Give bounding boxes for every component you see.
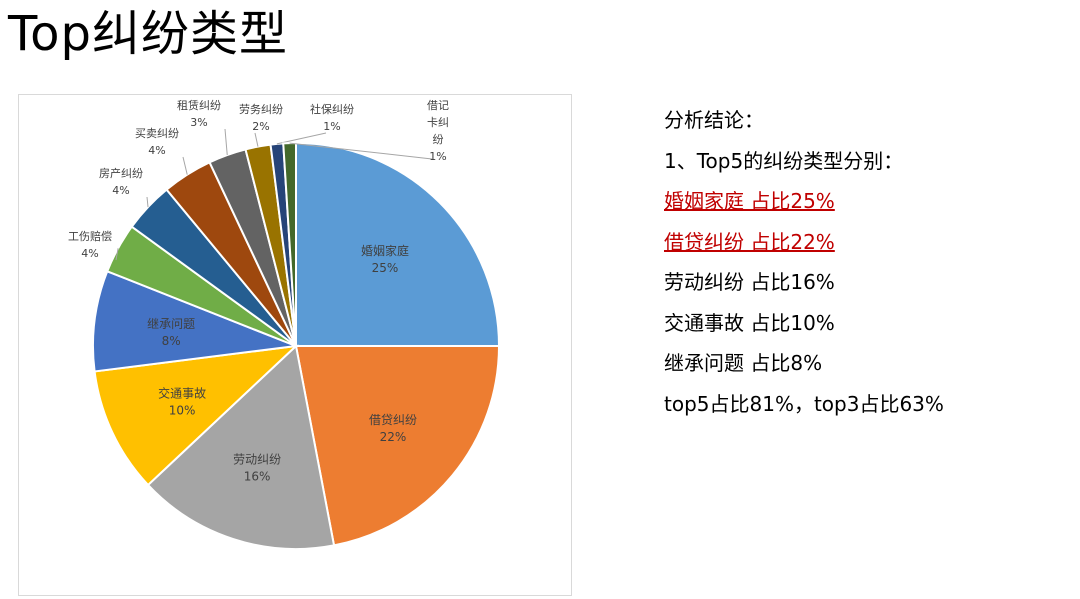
- pie-chart: 婚姻家庭 25% 借贷纠纷 22% 劳动纠纷 16% 交通事故 10% 继承问题 8% 工伤赔偿 4%…: [18, 94, 572, 596]
- slice-label: 交通事故: [158, 386, 206, 401]
- conclusion-item-text: 继承问题 占比8%: [664, 351, 823, 375]
- slice-percent: 4%: [148, 144, 165, 157]
- leader-line: [182, 156, 188, 175]
- conclusion-item-text: 交通事故 占比10%: [664, 310, 835, 335]
- conclusion-intro: 1、Top5的纠纷类型分别：: [664, 148, 904, 173]
- leader-line: [276, 132, 327, 145]
- slice-label: 劳务纠纷: [239, 103, 283, 116]
- conclusion-items: 婚姻家庭 占比25% 借贷纠纷 占比22% 劳动纠纷 占比16% 交通事故 占比10%…: [664, 181, 1064, 384]
- slice-label: 借贷纠纷: [369, 413, 417, 427]
- slice-label: 房产纠纷: [99, 166, 143, 180]
- slice-percent: 1%: [429, 150, 446, 163]
- slice-percent: 3%: [190, 116, 207, 129]
- conclusion-item: 劳动纠纷 占比16%: [664, 262, 1064, 303]
- conclusion-summary: top5占比81%，top3占比63%: [664, 391, 944, 416]
- slice-label-part: 卡纠: [427, 116, 449, 129]
- conclusion-heading: 分析结论：: [664, 108, 764, 132]
- pie-chart-svg: 婚姻家庭 25% 借贷纠纷 22% 劳动纠纷 16% 交通事故 10% 继承问题 8% 工伤赔偿 4%…: [68, 98, 501, 550]
- leader-line: [289, 142, 433, 160]
- slice-label-part: 借记: [427, 99, 449, 112]
- conclusion-item-text: 劳动纠纷 占比16%: [664, 270, 835, 294]
- conclusion-item: 借贷纠纷 占比22%: [664, 222, 1064, 263]
- slice-percent: 8%: [162, 334, 181, 348]
- analysis-conclusion: 分析结论： 1、Top5的纠纷类型分别： 婚姻家庭 占比25% 借贷纠纷 占比22…: [664, 100, 1064, 424]
- slice-percent: 22%: [380, 430, 407, 444]
- pie-slice: [146, 344, 336, 550]
- slice-percent: 25%: [372, 261, 399, 275]
- slice-percent: 4%: [81, 247, 98, 260]
- slice-label: 劳动纠纷: [233, 453, 281, 467]
- conclusion-item: 继承问题 占比8%: [664, 343, 1064, 384]
- slice-label: 婚姻家庭: [361, 243, 409, 258]
- leader-line: [224, 128, 228, 156]
- slice-percent: 10%: [169, 404, 196, 418]
- conclusion-item: 交通事故 占比10%: [664, 303, 1064, 344]
- slice-percent: 4%: [112, 184, 129, 197]
- slice-label: 买卖纠纷: [135, 127, 179, 140]
- slice-percent: 16%: [244, 470, 271, 484]
- leader-line: [254, 132, 259, 147]
- leader-line: [115, 248, 119, 261]
- slice-percent: 2%: [252, 120, 269, 133]
- slice-label: 社保纠纷: [310, 102, 354, 116]
- page-title: Top纠纷类型: [8, 6, 289, 62]
- slice-label: 工伤赔偿: [68, 229, 112, 243]
- conclusion-item-text: 借贷纠纷 占比22%: [664, 229, 835, 254]
- leader-line: [146, 196, 149, 208]
- slice-label-part: 纷: [433, 133, 444, 146]
- conclusion-item-text: 婚姻家庭 占比25%: [664, 189, 835, 213]
- pie-slice: [93, 344, 299, 487]
- pie-slice: [92, 269, 297, 373]
- pie-slice: [295, 141, 501, 347]
- slice-label: 租赁纠纷: [177, 98, 221, 112]
- pie-slice: [294, 345, 501, 547]
- conclusion-item: 婚姻家庭 占比25%: [664, 181, 1064, 222]
- slice-percent: 1%: [323, 120, 340, 133]
- slice-label: 继承问题: [147, 317, 195, 331]
